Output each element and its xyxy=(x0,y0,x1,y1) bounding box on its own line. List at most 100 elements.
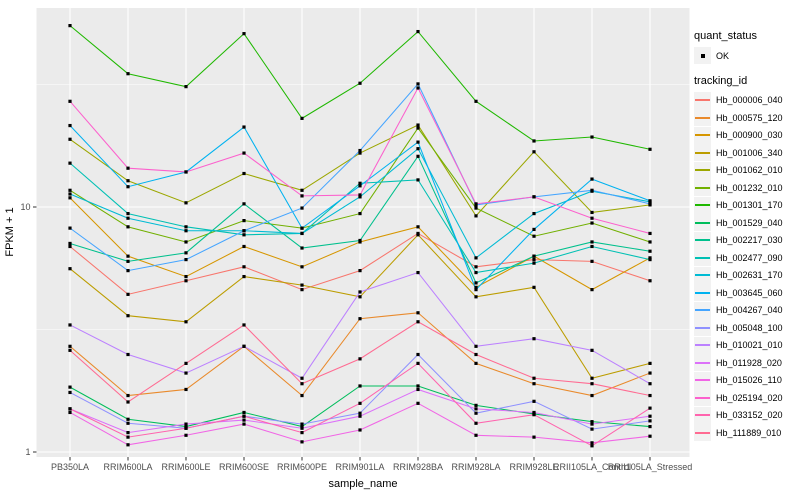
legend-key xyxy=(694,91,711,109)
legend-item-label: Hb_001529_040 xyxy=(716,217,783,228)
data-point xyxy=(184,424,188,429)
legend-item-label: Hb_000006_040 xyxy=(716,95,783,106)
data-point xyxy=(242,422,246,426)
data-point xyxy=(474,361,478,365)
data-point xyxy=(416,82,420,86)
data-point xyxy=(126,435,130,439)
legend-item-label: OK xyxy=(716,50,730,61)
data-point xyxy=(300,265,304,269)
data-point xyxy=(416,126,420,130)
data-point xyxy=(126,314,130,318)
data-point xyxy=(532,211,536,216)
data-point xyxy=(590,188,594,192)
data-point xyxy=(68,407,72,411)
legend-item-label: Hb_003645_060 xyxy=(716,287,783,298)
data-point xyxy=(474,421,478,425)
legend-item-label: Hb_001006_340 xyxy=(716,147,783,158)
data-point xyxy=(648,406,652,410)
x-tick-label: RRIM928LA xyxy=(451,462,500,472)
data-point xyxy=(126,431,130,435)
data-point xyxy=(242,202,246,206)
data-point xyxy=(416,311,420,315)
x-tick-label: RRIM600LA xyxy=(103,462,152,472)
data-point xyxy=(358,181,362,185)
legend-item-label: Hb_015026_110 xyxy=(716,375,782,386)
data-point xyxy=(242,229,246,233)
data-point xyxy=(532,337,536,341)
legend-key xyxy=(694,301,711,319)
legend-group-tracking-id: tracking_id Hb_000006_040 Hb_000575_120 Hb_… xyxy=(694,75,800,442)
data-point xyxy=(590,422,594,426)
data-point xyxy=(590,240,594,244)
data-points xyxy=(68,24,652,448)
data-point xyxy=(358,211,362,216)
data-point xyxy=(68,196,72,200)
line-swatch-icon xyxy=(695,151,710,154)
data-point xyxy=(300,426,304,430)
data-point xyxy=(68,188,72,192)
data-point xyxy=(648,202,652,206)
data-point xyxy=(474,256,478,260)
legend-key xyxy=(694,196,711,214)
data-point xyxy=(590,441,594,445)
legend-item: Hb_004267_040 xyxy=(694,301,800,320)
y-tick-label: 1 xyxy=(25,447,30,457)
data-point xyxy=(416,147,420,151)
data-point xyxy=(648,371,652,375)
legend-title-tracking-id: tracking_id xyxy=(694,74,748,87)
data-point xyxy=(416,178,420,182)
data-point xyxy=(184,279,188,283)
data-point xyxy=(648,414,652,418)
data-point xyxy=(532,376,536,380)
data-point xyxy=(184,361,188,365)
data-point xyxy=(242,219,246,223)
data-point xyxy=(126,216,130,220)
legend-item-label: Hb_111889_010 xyxy=(716,427,782,438)
data-point xyxy=(358,193,362,197)
legend-item: Hb_010021_010 xyxy=(694,336,800,355)
data-point xyxy=(358,317,362,321)
data-point xyxy=(416,154,420,158)
data-point xyxy=(126,400,130,404)
data-point xyxy=(358,295,362,299)
data-point xyxy=(184,257,188,262)
data-point xyxy=(184,251,188,255)
data-point xyxy=(126,254,130,258)
data-point xyxy=(358,184,362,188)
legend-item: Hb_001006_340 xyxy=(694,144,800,162)
data-point xyxy=(242,410,246,415)
data-point xyxy=(68,241,72,246)
line-swatch-icon xyxy=(695,414,710,417)
data-point xyxy=(358,411,362,415)
data-point xyxy=(416,401,420,405)
data-point xyxy=(358,238,362,243)
data-point xyxy=(358,357,362,361)
data-point xyxy=(474,344,478,348)
data-point xyxy=(648,419,652,423)
x-tick-label: RRII105LA_Control xyxy=(553,462,631,472)
data-point xyxy=(648,249,652,253)
data-point xyxy=(474,411,478,415)
data-point xyxy=(474,270,478,275)
legend-item-label: Hb_005048_100 xyxy=(716,322,783,333)
data-point xyxy=(474,265,478,269)
data-point xyxy=(126,421,130,425)
legend-item-label: Hb_001062_010 xyxy=(716,165,783,176)
data-point xyxy=(242,244,246,249)
data-point xyxy=(532,257,536,262)
legend-key xyxy=(694,406,711,424)
data-point xyxy=(590,244,594,249)
data-point xyxy=(184,371,188,375)
data-point xyxy=(416,140,420,144)
x-tick-label: RRIM600SE xyxy=(219,462,269,472)
data-point xyxy=(590,382,594,386)
legend-key xyxy=(694,144,711,162)
line-swatch-icon xyxy=(695,256,710,259)
data-point xyxy=(126,417,130,421)
data-point xyxy=(532,254,536,258)
data-point xyxy=(590,393,594,398)
legend-item-label: Hb_002477_090 xyxy=(716,252,783,263)
data-point xyxy=(126,225,130,229)
legend-key xyxy=(694,354,711,372)
data-point xyxy=(474,202,478,206)
